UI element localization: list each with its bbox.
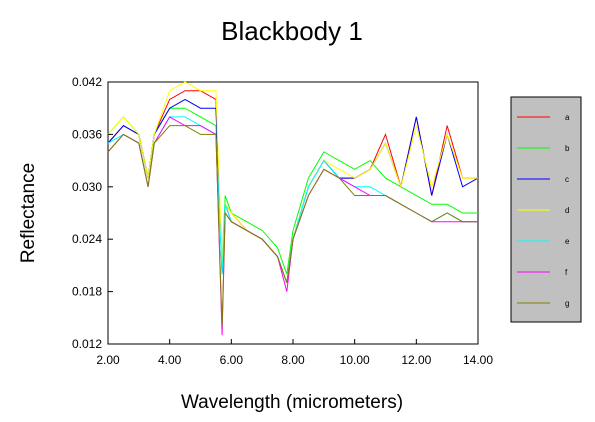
x-tick-label: 6.00 — [220, 353, 244, 367]
legend-label-g: g — [565, 299, 569, 308]
x-tick-label: 12.00 — [401, 353, 431, 367]
legend-label-d: d — [565, 206, 569, 215]
y-axis-label: Reflectance — [18, 163, 39, 263]
legend-items: a b c d e f g — [517, 113, 570, 308]
y-tick-label: 0.036 — [72, 127, 102, 141]
legend-label-c: c — [565, 175, 569, 184]
series-line-g — [107, 125, 478, 327]
x-tick-label: 14.00 — [463, 353, 493, 367]
y-tick-label: 0.018 — [72, 285, 102, 299]
x-tick-label: 4.00 — [158, 353, 182, 367]
chart-title: Blackbody 1 — [221, 16, 363, 46]
y-axis-ticks: 0.012 0.018 0.024 0.030 0.036 0.042 — [72, 75, 113, 351]
x-axis-label: Wavelength (micrometers) — [181, 392, 403, 413]
legend-label-a: a — [565, 113, 570, 122]
x-axis-ticks: 2.00 4.00 6.00 8.00 10.00 12.00 14.00 — [96, 339, 493, 367]
legend-label-f: f — [565, 268, 568, 277]
x-tick-label: 10.00 — [340, 353, 370, 367]
legend-label-b: b — [565, 144, 570, 153]
series-layer — [107, 81, 479, 336]
y-tick-label: 0.042 — [72, 75, 102, 89]
y-tick-label: 0.024 — [72, 232, 102, 246]
x-tick-label: 2.00 — [96, 353, 120, 367]
legend-label-e: e — [565, 237, 570, 246]
x-tick-label: 8.00 — [281, 353, 305, 367]
plot-frame — [107, 81, 479, 345]
y-tick-label: 0.030 — [72, 180, 102, 194]
y-tick-label: 0.012 — [72, 337, 102, 351]
